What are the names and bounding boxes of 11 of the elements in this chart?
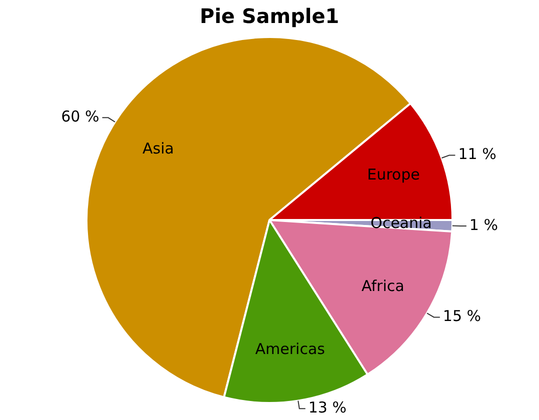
- data-label: 1 %: [469, 216, 498, 234]
- data-label: 15 %: [442, 307, 482, 326]
- slice-label: Europe: [367, 165, 420, 184]
- data-label: 13 %: [308, 398, 346, 417]
- slice-label: Oceania: [370, 214, 432, 232]
- data-label: 11 %: [458, 145, 496, 164]
- slice-label: Americas: [255, 340, 326, 358]
- slice-label: Asia: [142, 139, 174, 158]
- chart-title: Pie Sample1: [200, 4, 340, 28]
- slice-label: Africa: [362, 276, 404, 295]
- data-label: 60 %: [61, 108, 100, 126]
